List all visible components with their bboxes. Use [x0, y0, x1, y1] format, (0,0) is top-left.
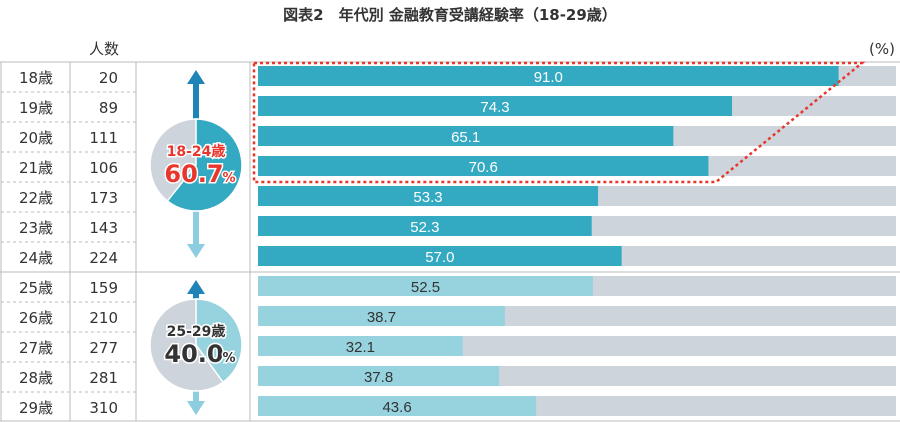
pie-percent-sign: % — [222, 171, 235, 186]
count-value: 277 — [89, 339, 118, 357]
arrow-up-icon — [187, 70, 205, 84]
age-label: 18歳 — [19, 69, 53, 87]
pie-percent-sign: % — [222, 351, 235, 366]
count-value: 310 — [89, 399, 118, 417]
bar-value-label: 52.5 — [411, 279, 440, 296]
count-value: 173 — [89, 189, 118, 207]
bar — [258, 306, 505, 326]
bar-value-label: 74.3 — [480, 99, 509, 116]
age-label: 26歳 — [19, 309, 53, 327]
age-label: 24歳 — [19, 249, 53, 267]
bar — [258, 396, 537, 416]
bar-value-label: 57.0 — [425, 249, 454, 266]
bar-value-label: 91.0 — [534, 69, 563, 86]
count-value: 111 — [89, 129, 118, 147]
arrow-down-icon — [187, 244, 205, 258]
pie-group-label: 18-24歳 — [167, 143, 226, 160]
age-label: 22歳 — [19, 189, 53, 207]
pie-value: 60.7 — [164, 160, 223, 188]
age-label: 28歳 — [19, 369, 53, 387]
pie-value: 40.0 — [164, 340, 223, 368]
bar-value-label: 32.1 — [346, 339, 375, 356]
pie-slice — [166, 118, 243, 212]
bar — [258, 126, 674, 146]
age-label: 29歳 — [19, 399, 53, 417]
bar — [258, 186, 599, 206]
arrow-down-icon — [187, 401, 205, 415]
count-header: 人数 — [89, 40, 119, 58]
count-value: 210 — [89, 309, 118, 327]
bar — [258, 336, 463, 356]
count-value: 224 — [89, 249, 118, 267]
bar-value-label: 53.3 — [413, 189, 442, 206]
count-value: 20 — [99, 69, 118, 87]
bar — [258, 216, 592, 236]
bar-value-label: 37.8 — [364, 369, 393, 386]
age-label: 20歳 — [19, 129, 53, 147]
count-value: 281 — [89, 369, 118, 387]
count-value: 106 — [89, 159, 118, 177]
unit-label: (%) — [869, 40, 895, 58]
age-label: 23歳 — [19, 219, 53, 237]
count-value: 143 — [89, 219, 118, 237]
age-label: 21歳 — [19, 159, 53, 177]
arrow-up-icon — [187, 280, 205, 294]
bar — [258, 156, 709, 176]
age-label: 25歳 — [19, 279, 53, 297]
bar — [258, 276, 593, 296]
bar — [258, 66, 839, 86]
bar-value-label: 70.6 — [469, 159, 498, 176]
bar-value-label: 65.1 — [451, 129, 480, 146]
bar — [258, 366, 500, 386]
age-label: 19歳 — [19, 99, 53, 117]
bar — [258, 246, 622, 266]
pie-slice — [195, 298, 243, 384]
count-value: 89 — [99, 99, 118, 117]
bar — [258, 96, 733, 116]
age-label: 27歳 — [19, 339, 53, 357]
chart-title: 図表2 年代別 金融教育受講経験率（18-29歳） — [283, 6, 617, 24]
count-value: 159 — [89, 279, 118, 297]
pie-group-label: 25-29歳 — [167, 323, 226, 340]
bar-value-label: 38.7 — [367, 309, 396, 326]
bar-value-label: 52.3 — [410, 219, 439, 236]
bar-value-label: 43.6 — [382, 399, 411, 416]
highlight-outline — [252, 61, 866, 184]
